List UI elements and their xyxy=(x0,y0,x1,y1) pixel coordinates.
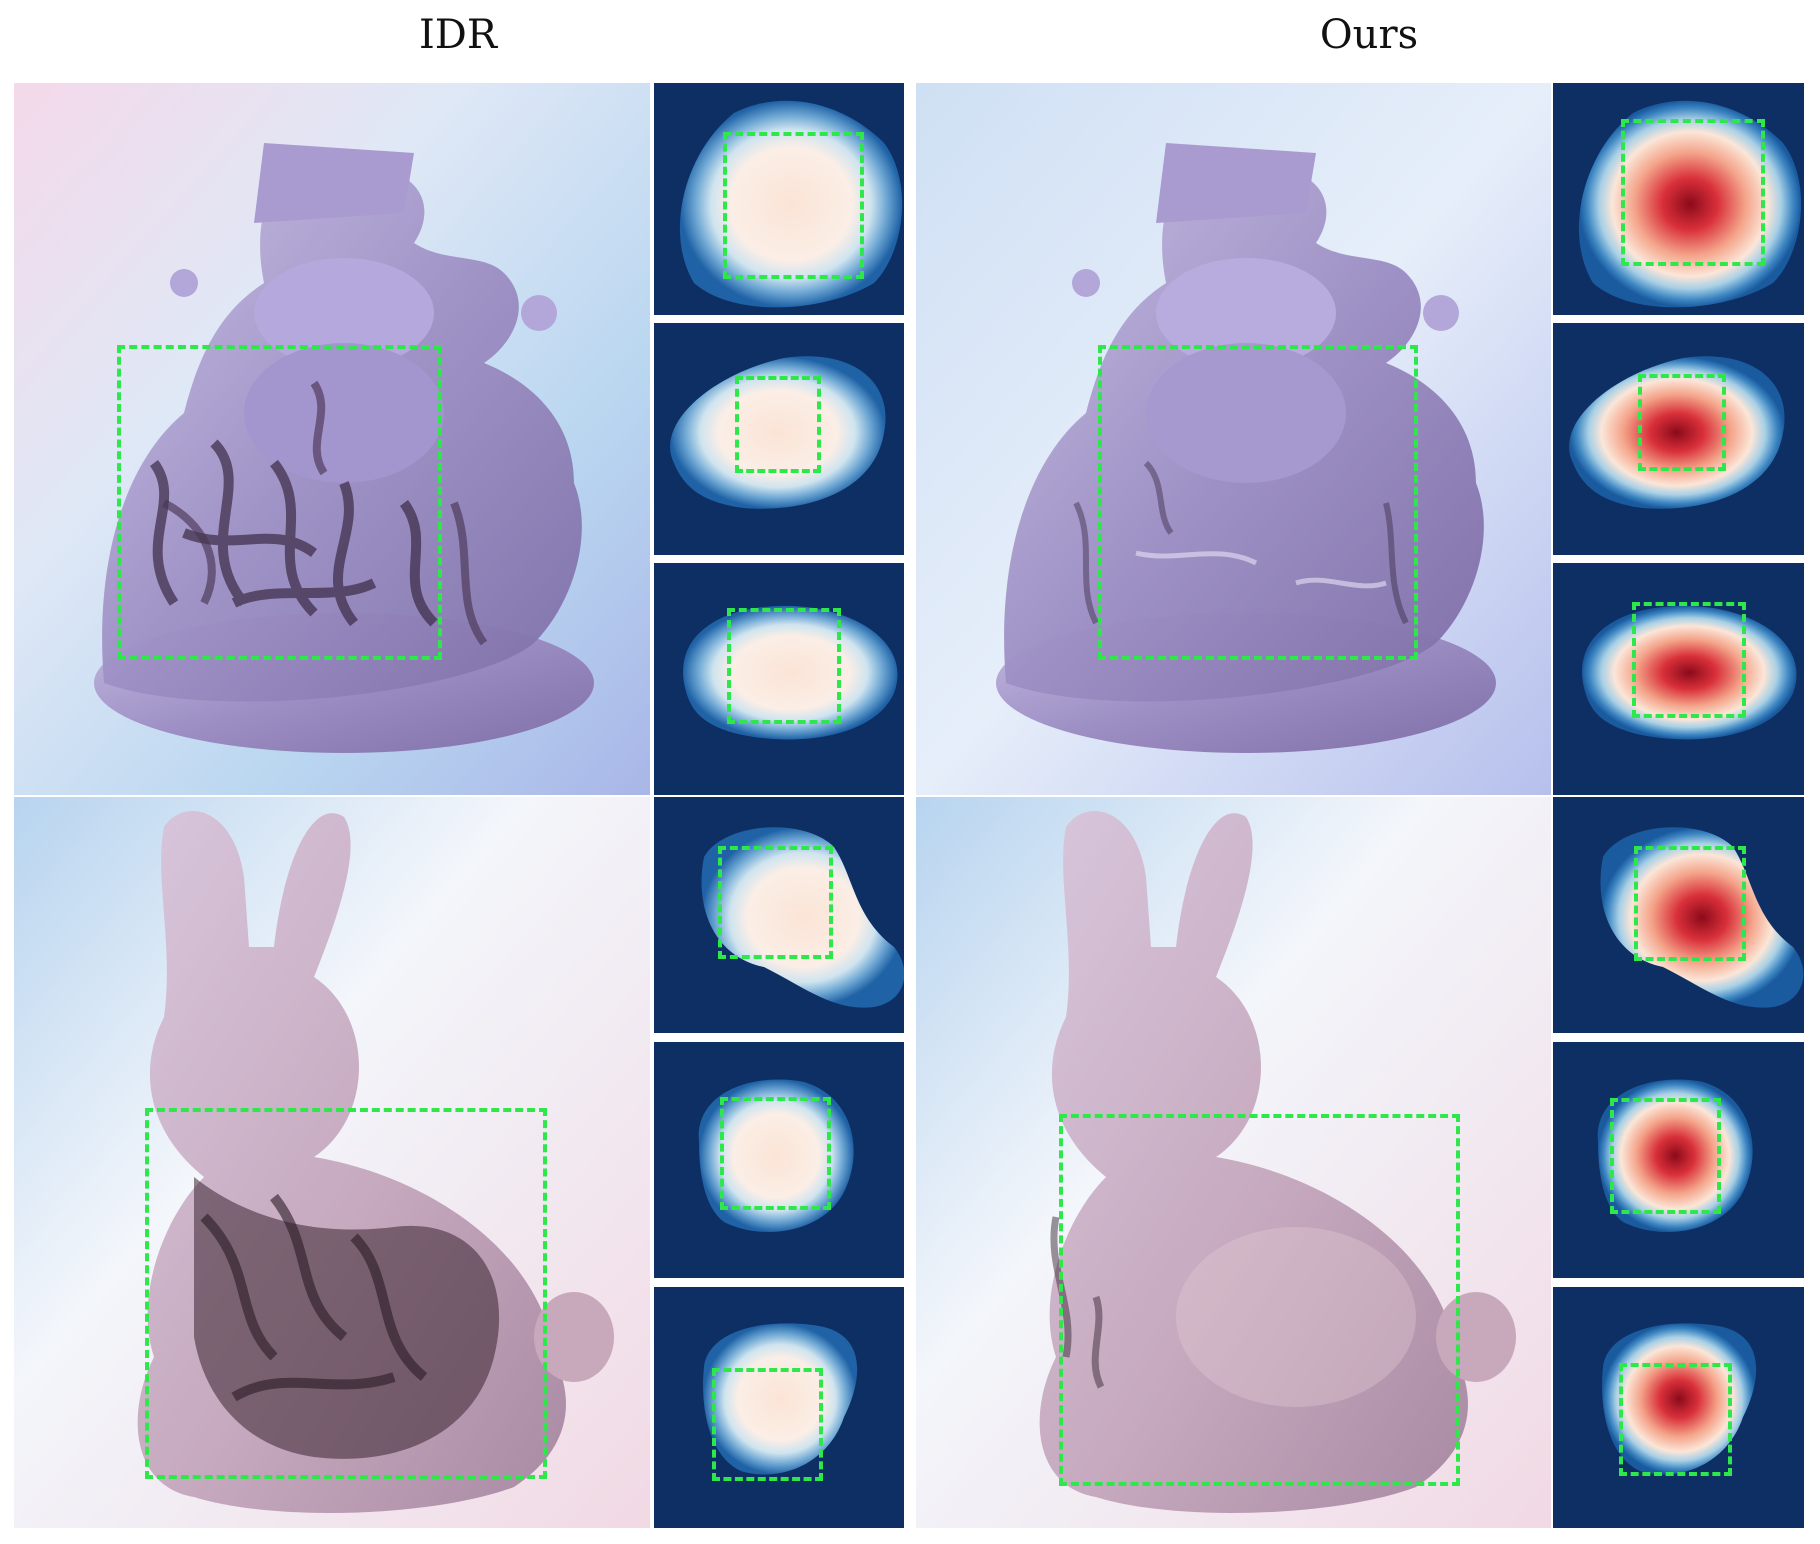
ours-snail-render xyxy=(916,83,1551,795)
idr-bunny-heatmap-3 xyxy=(654,1287,904,1528)
ours-bunny-render xyxy=(916,797,1551,1528)
ours-bunny-heatmap-3 xyxy=(1553,1287,1804,1528)
idr-snail-heatmap-3 xyxy=(654,563,904,795)
idr-snail-render xyxy=(14,83,650,795)
ours-bunny-heatmap-2 xyxy=(1553,1042,1804,1278)
ours-bunny-heatmap-1 xyxy=(1553,797,1804,1033)
ours-snail-heatmap-3 xyxy=(1553,563,1804,795)
column-title-idr: IDR xyxy=(419,12,497,58)
idr-bunny-render xyxy=(14,797,650,1528)
column-title-ours: Ours xyxy=(1319,12,1419,58)
ours-snail-heatmap-1 xyxy=(1553,83,1804,315)
idr-snail-heatmap-1 xyxy=(654,83,904,315)
idr-bunny-heatmap-2 xyxy=(654,1042,904,1278)
idr-snail-heatmap-2 xyxy=(654,323,904,555)
idr-bunny-heatmap-1 xyxy=(654,797,904,1033)
ours-snail-heatmap-2 xyxy=(1553,323,1804,555)
